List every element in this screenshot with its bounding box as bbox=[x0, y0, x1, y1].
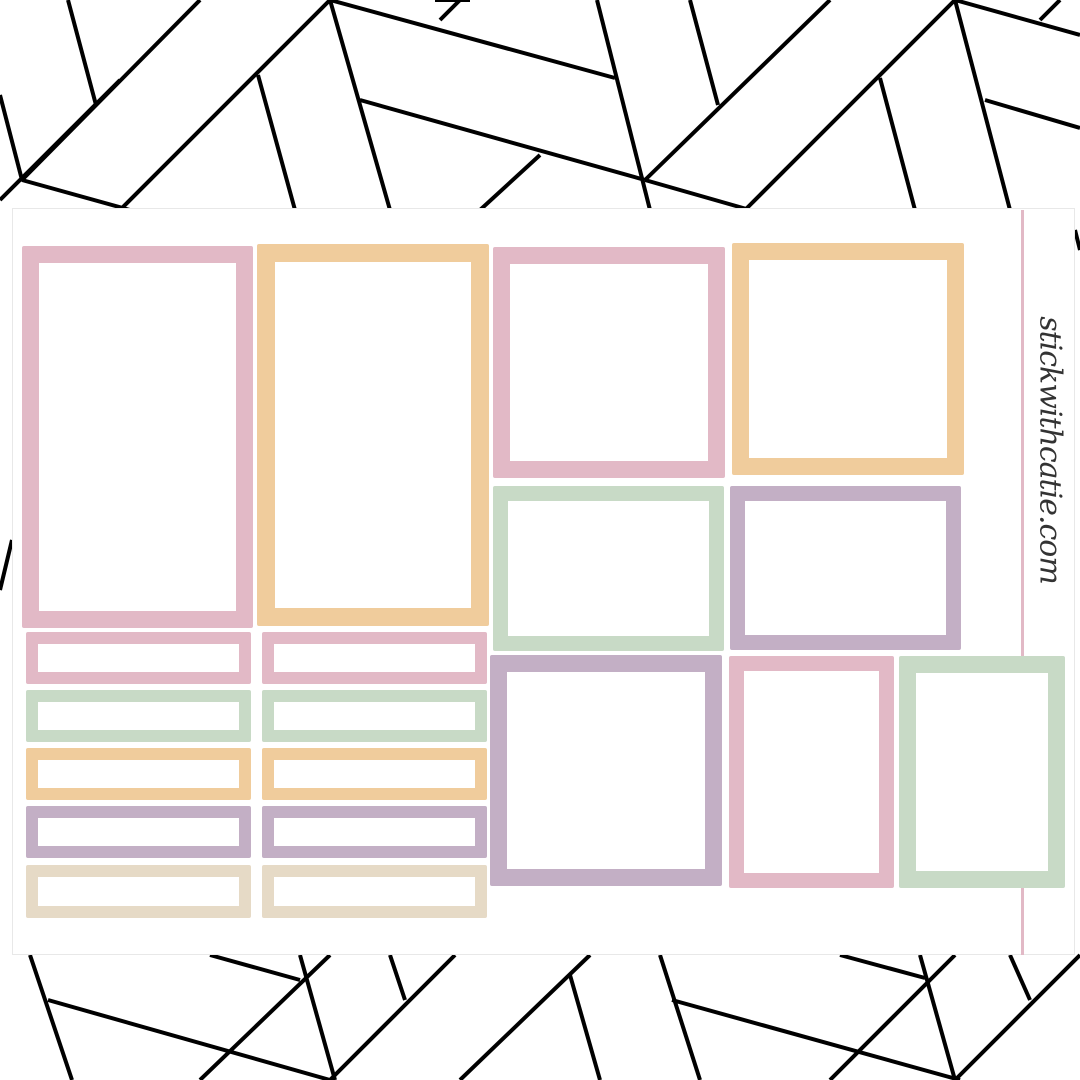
tall-frame-sticker-green bbox=[899, 656, 1065, 888]
large-frame-sticker-orange bbox=[257, 244, 489, 626]
label-strip-sticker-green bbox=[26, 690, 251, 742]
medium-frame-sticker-green bbox=[493, 486, 724, 651]
brand-watermark: stickwithcatie.com bbox=[1032, 316, 1068, 584]
sheet-edge-line bbox=[1021, 210, 1024, 955]
label-strip-sticker-orange bbox=[26, 748, 251, 800]
medium-frame-sticker-purple bbox=[730, 486, 961, 650]
label-strip-sticker-orange bbox=[262, 748, 487, 800]
tall-frame-sticker-pink bbox=[729, 656, 894, 888]
square-frame-sticker-purple bbox=[490, 655, 722, 886]
label-strip-sticker-beige bbox=[262, 865, 487, 918]
label-strip-sticker-beige bbox=[26, 865, 251, 918]
label-strip-sticker-purple bbox=[262, 806, 487, 858]
square-frame-sticker-pink bbox=[493, 247, 725, 478]
label-strip-sticker-pink bbox=[26, 632, 251, 684]
square-frame-sticker-orange bbox=[732, 243, 964, 475]
label-strip-sticker-purple bbox=[26, 806, 251, 858]
label-strip-sticker-pink bbox=[262, 632, 487, 684]
large-frame-sticker-pink bbox=[22, 246, 253, 628]
label-strip-sticker-green bbox=[262, 690, 487, 742]
